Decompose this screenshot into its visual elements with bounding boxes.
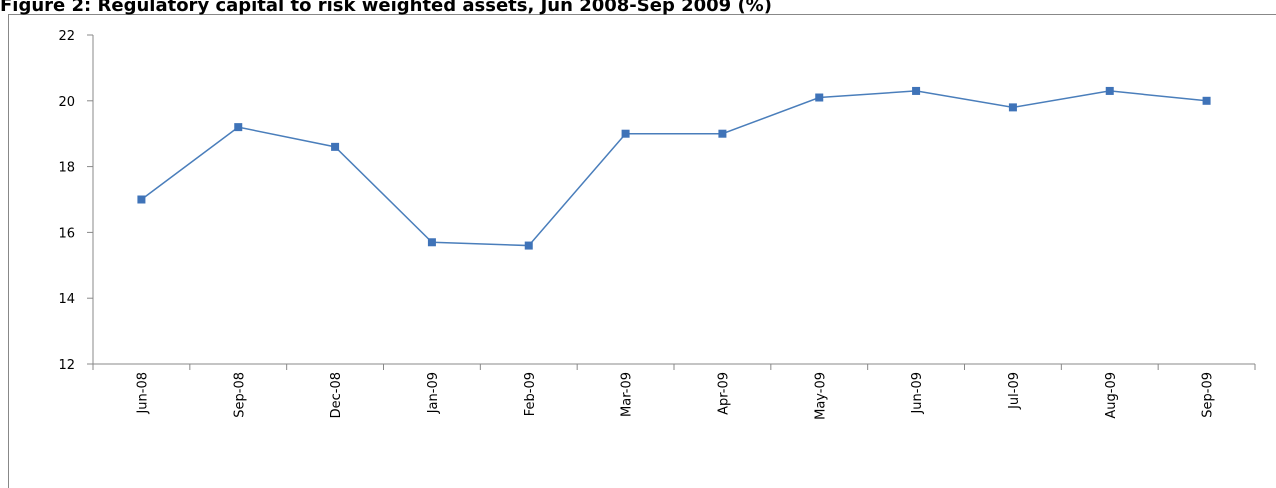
series-line <box>140 90 1207 247</box>
y-tick-label: 18 <box>58 161 75 176</box>
x-tick-label: Dec-08 <box>329 372 344 418</box>
marker <box>1202 96 1211 105</box>
chart-title: Figure 2: Regulatory capital to risk wei… <box>0 0 772 16</box>
marker <box>331 142 340 151</box>
marker <box>234 123 243 132</box>
x-tick-label: Sep-08 <box>232 372 247 418</box>
y-tick-label: 20 <box>58 95 75 110</box>
marker <box>137 195 146 204</box>
x-tick-label: May-09 <box>813 372 828 420</box>
chart-frame <box>8 14 1276 488</box>
x-tick-label: Apr-09 <box>716 372 731 415</box>
x-tick-label: Sep-09 <box>1201 372 1216 418</box>
marker <box>1105 86 1114 95</box>
x-tick-label: Mar-09 <box>620 372 635 417</box>
title-background <box>0 0 1276 14</box>
x-tick-label: Jun-09 <box>910 372 925 415</box>
x-tick-label: Feb-09 <box>523 372 538 416</box>
marker <box>1008 103 1017 112</box>
y-tick-label: 16 <box>58 226 75 241</box>
x-tick-label: Jan-09 <box>426 372 441 414</box>
x-tick-label: Aug-09 <box>1104 372 1119 419</box>
marker <box>621 129 630 138</box>
y-tick-label: 14 <box>58 292 75 307</box>
marker <box>427 238 436 247</box>
marker <box>815 93 824 102</box>
marker <box>524 241 533 250</box>
y-tick-label: 12 <box>58 358 75 373</box>
marker <box>912 86 921 95</box>
y-tick-label: 22 <box>58 29 75 44</box>
marker <box>718 129 727 138</box>
x-tick-label: Jun-08 <box>135 372 150 415</box>
x-tick-label: Jul-09 <box>1007 372 1022 410</box>
